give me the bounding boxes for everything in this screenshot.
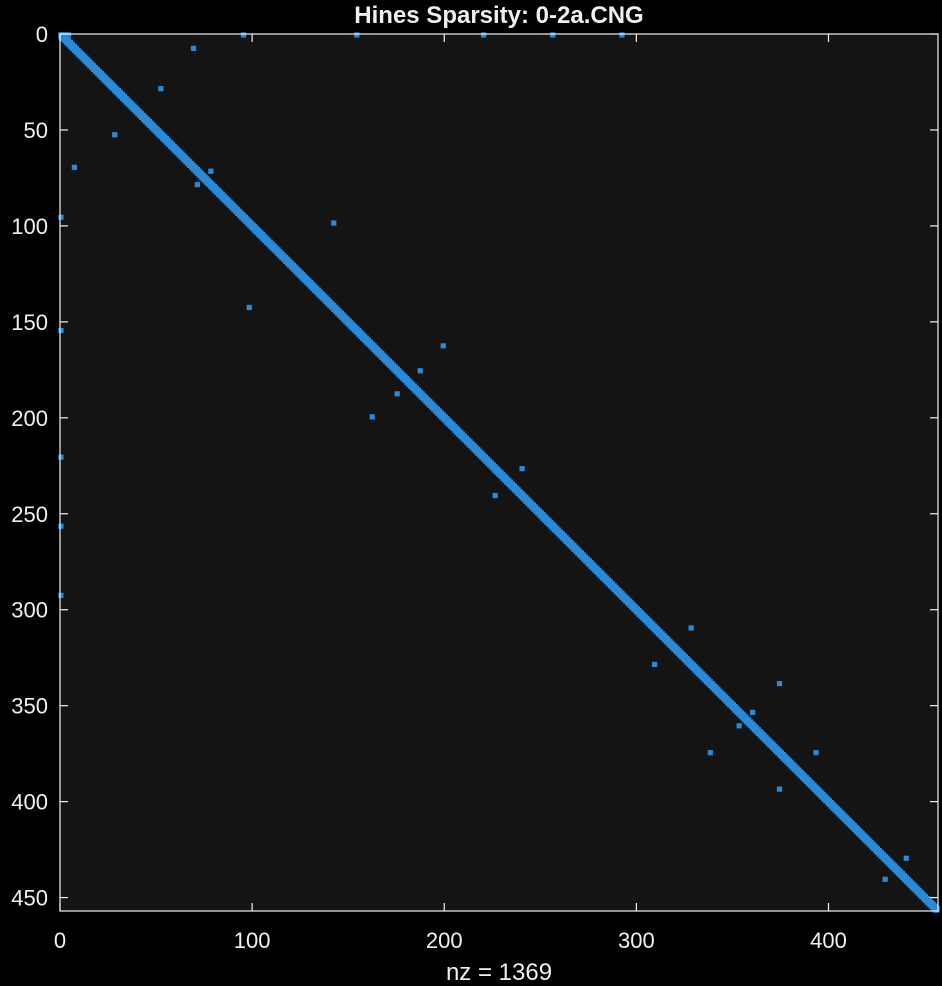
- offdiagonal-point: [369, 414, 375, 420]
- y-tick-label: 150: [11, 310, 48, 335]
- superdiagonal-point: [932, 907, 938, 913]
- x-axis-label: nz = 1369: [446, 959, 552, 986]
- offdiagonal-point: [354, 32, 360, 38]
- offdiagonal-point: [66, 32, 72, 38]
- y-tick-label: 200: [11, 406, 48, 431]
- offdiagonal-point: [750, 709, 756, 715]
- offdiagonal-point: [492, 492, 498, 499]
- offdiagonal-point: [736, 723, 742, 729]
- offdiagonal-point: [194, 182, 200, 188]
- offdiagonal-point: [58, 523, 64, 529]
- offdiagonal-point: [440, 343, 446, 349]
- offdiagonal-point: [417, 368, 423, 374]
- x-tick-label: 100: [234, 928, 271, 953]
- offdiagonal-point: [240, 32, 247, 38]
- offdiagonal-point: [652, 661, 658, 667]
- x-tick-label: 0: [54, 928, 66, 953]
- offdiagonal-point: [71, 164, 78, 170]
- offdiagonal-point: [190, 45, 197, 51]
- points-layer: [58, 32, 940, 913]
- offdiagonal-point: [776, 680, 783, 687]
- offdiagonal-point: [707, 750, 713, 756]
- offdiagonal-point: [208, 168, 214, 174]
- x-tick-label: 400: [810, 928, 847, 953]
- offdiagonal-point: [58, 214, 64, 220]
- offdiagonal-point: [394, 391, 400, 397]
- offdiagonal-point: [331, 220, 337, 226]
- y-tick-label: 400: [11, 790, 48, 815]
- offdiagonal-point: [58, 454, 64, 460]
- y-tick-label: 0: [36, 22, 48, 47]
- offdiagonal-point: [58, 592, 64, 598]
- offdiagonal-point: [619, 32, 625, 38]
- offdiagonal-point: [519, 466, 525, 472]
- offdiagonal-point: [481, 32, 487, 38]
- y-tick-label: 250: [11, 502, 48, 527]
- offdiagonal-point: [688, 625, 694, 631]
- y-tick-label: 100: [11, 214, 48, 239]
- offdiagonal-point: [112, 132, 118, 138]
- offdiagonal-point: [882, 876, 888, 882]
- y-tick-label: 350: [11, 694, 48, 719]
- offdiagonal-point: [246, 304, 252, 311]
- offdiagonal-point: [776, 786, 783, 792]
- y-tick-label: 300: [11, 598, 48, 623]
- offdiagonal-point: [813, 750, 819, 756]
- offdiagonal-point: [903, 855, 909, 861]
- offdiagonal-point: [158, 86, 164, 92]
- offdiagonal-point: [58, 327, 64, 334]
- chart-title: Hines Sparsity: 0-2a.CNG: [354, 2, 643, 29]
- axes-layer: 0 100 200 300 400 0 50 100 150 200 250 300 350 400 450: [11, 22, 939, 953]
- x-tick-label: 200: [426, 928, 463, 953]
- offdiagonal-point: [550, 32, 556, 38]
- y-tick-label: 50: [24, 118, 48, 143]
- x-tick-label: 300: [618, 928, 655, 953]
- axes-frame: [59, 33, 939, 912]
- y-tick-label: 450: [11, 886, 48, 911]
